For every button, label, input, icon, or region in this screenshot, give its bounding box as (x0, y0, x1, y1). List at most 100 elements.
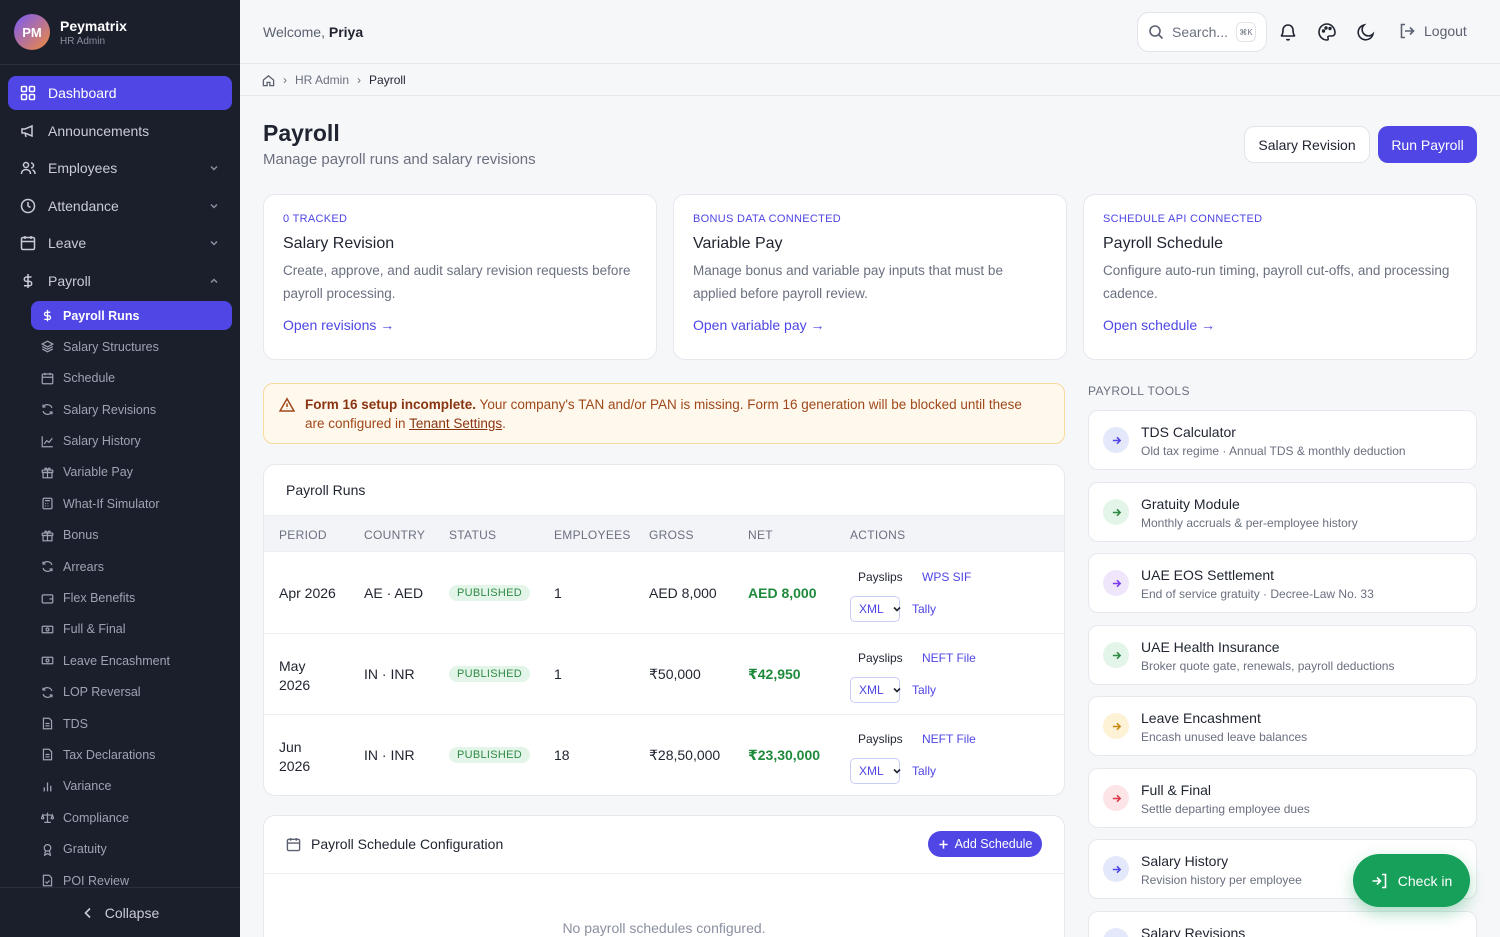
sidebar-item-announcements[interactable]: Announcements (8, 114, 232, 148)
card-tag: SCHEDULE API CONNECTED (1103, 213, 1263, 225)
sidebar-item-leave[interactable]: Leave (8, 226, 232, 260)
column-header: COUNTRY (364, 528, 426, 542)
sidebar-item-salary-structures[interactable]: Salary Structures (31, 332, 232, 361)
tool-card-gratuity-module[interactable]: Gratuity Module Monthly accruals & per-em… (1088, 482, 1477, 542)
table-row[interactable]: May 2026 IN · INR PUBLISHED 1 ₹50,000 ₹4… (264, 634, 1064, 715)
alert-end: . (502, 416, 506, 431)
tool-card-salary-revisions[interactable]: Salary Revisions (1088, 911, 1477, 937)
tool-card-full-final[interactable]: Full & Final Settle departing employee du… (1088, 768, 1477, 828)
export-format-select[interactable]: XML (850, 596, 902, 622)
sidebar-item-label: Compliance (63, 810, 130, 825)
export-format-select[interactable]: XML (850, 677, 902, 703)
sidebar-item-tax-declarations[interactable]: Tax Declarations (31, 740, 232, 769)
country-cell: IN · INR (364, 666, 415, 682)
tool-title: UAE Health Insurance (1141, 639, 1280, 655)
collapse-button[interactable]: Collapse (0, 887, 240, 937)
tool-card-tds-calculator[interactable]: TDS Calculator Old tax regime · Annual TD… (1088, 410, 1477, 470)
tally-link[interactable]: Tally (912, 764, 937, 778)
grid-icon (20, 85, 36, 101)
sidebar-item-label: Schedule (63, 371, 116, 386)
chevron-down-icon (892, 685, 902, 695)
sidebar-item-variable-pay[interactable]: Variable Pay (31, 458, 232, 487)
sidebar-item-label: Gratuity (63, 842, 107, 857)
sidebar-item-label: Flex Benefits (63, 591, 136, 606)
sidebar-item-payroll[interactable]: Payroll (8, 264, 232, 298)
sidebar-item-label: POI Review (63, 873, 129, 888)
export-format-select[interactable]: XML (850, 758, 901, 784)
chevron-down-icon (892, 604, 902, 614)
sidebar-item-dashboard[interactable]: Dashboard (8, 76, 232, 110)
sidebar-item-label: Bonus (63, 528, 99, 543)
tool-card-uae-health-insurance[interactable]: UAE Health Insurance Broker quote gate, r… (1088, 625, 1477, 685)
sidebar-item-tds[interactable]: TDS (31, 709, 232, 738)
bell-icon[interactable] (1278, 22, 1298, 42)
sidebar-item-gratuity[interactable]: Gratuity (31, 835, 232, 864)
gift-icon (41, 466, 54, 479)
wps-sif-link[interactable]: WPS SIF (922, 570, 972, 584)
breadcrumb-hr-admin[interactable]: HR Admin (295, 73, 350, 87)
sidebar-item-lop-reversal[interactable]: LOP Reversal (31, 678, 232, 707)
table-title: Payroll Runs (286, 482, 366, 498)
tally-link[interactable]: Tally (912, 683, 937, 697)
net-cell: ₹23,30,000 (748, 747, 821, 763)
sidebar-item-schedule[interactable]: Schedule (31, 364, 232, 393)
tool-card-uae-eos-settlement[interactable]: UAE EOS Settlement End of service gratuit… (1088, 553, 1477, 613)
neft-file-link[interactable]: NEFT File (922, 732, 976, 746)
sidebar-item-what-if-simulator[interactable]: What-If Simulator (31, 489, 232, 518)
file-icon (41, 717, 54, 730)
sidebar-item-label: Salary History (63, 434, 141, 449)
run-payroll-button[interactable]: Run Payroll (1378, 126, 1477, 163)
sidebar-item-employees[interactable]: Employees (8, 151, 232, 185)
sidebar-item-leave-encashment[interactable]: Leave Encashment (31, 646, 232, 675)
moon-icon[interactable] (1356, 22, 1376, 42)
payslips-link[interactable]: Payslips (858, 570, 903, 584)
arrow-right-icon (1103, 856, 1129, 882)
sidebar-item-bonus[interactable]: Bonus (31, 521, 232, 550)
home-icon[interactable] (262, 74, 275, 87)
file-icon (41, 748, 54, 761)
logout-button[interactable]: Logout (1398, 22, 1467, 40)
tool-card-leave-encashment[interactable]: Leave Encashment Encash unused leave bala… (1088, 696, 1477, 756)
wallet-icon (41, 592, 54, 605)
search-input[interactable]: Search... ⌘K (1137, 12, 1267, 52)
check-in-button[interactable]: Check in (1353, 854, 1470, 907)
table-row[interactable]: Apr 2026 AE · AED PUBLISHED 1 AED 8,000 … (264, 553, 1064, 634)
sidebar-item-label: Leave Encashment (63, 653, 171, 668)
feature-card-payroll-schedule: SCHEDULE API CONNECTED Payroll Schedule … (1083, 194, 1477, 360)
sidebar-item-salary-revisions[interactable]: Salary Revisions (31, 395, 232, 424)
status-badge: PUBLISHED (449, 585, 531, 601)
sidebar-item-payroll-runs[interactable]: Payroll Runs (31, 301, 232, 330)
tally-link[interactable]: Tally (912, 602, 937, 616)
chevron-down-icon (208, 162, 220, 174)
tenant-settings-link[interactable]: Tenant Settings (409, 416, 503, 431)
sidebar-item-label: Tax Declarations (63, 747, 156, 762)
brand[interactable]: PM Peymatrix HR Admin (14, 14, 127, 50)
sidebar-item-flex-benefits[interactable]: Flex Benefits (31, 584, 232, 613)
tool-title: Full & Final (1141, 782, 1212, 798)
salary-revision-button[interactable]: Salary Revision (1244, 126, 1370, 163)
feature-card-salary-revision: 0 TRACKED Salary Revision Create, approv… (263, 194, 657, 360)
add-schedule-button[interactable]: Add Schedule (928, 831, 1042, 857)
tool-description: Monthly accruals & per-employee history (1141, 516, 1358, 530)
refresh-icon (41, 686, 54, 699)
chevron-up-icon (208, 275, 220, 287)
file-check-icon (41, 874, 54, 887)
column-header: ACTIONS (850, 528, 906, 542)
neft-file-link[interactable]: NEFT File (922, 651, 976, 665)
bar-chart-icon (41, 780, 54, 793)
sidebar-item-attendance[interactable]: Attendance (8, 189, 232, 223)
open-schedule-link[interactable]: Open schedule → (1103, 317, 1216, 333)
palette-icon[interactable] (1317, 22, 1337, 42)
table-row[interactable]: Jun 2026 IN · INR PUBLISHED 18 ₹28,50,00… (264, 715, 1064, 795)
column-header: EMPLOYEES (554, 528, 631, 542)
sidebar-item-variance[interactable]: Variance (31, 772, 232, 801)
sidebar-item-arrears[interactable]: Arrears (31, 552, 232, 581)
sidebar-item-compliance[interactable]: Compliance (31, 803, 232, 832)
payslips-link[interactable]: Payslips (858, 732, 903, 746)
open-revisions-link[interactable]: Open revisions → (283, 317, 395, 333)
sidebar-item-poi-review[interactable]: POI Review (31, 866, 232, 895)
open-variable-pay-link[interactable]: Open variable pay → (693, 317, 825, 333)
sidebar-item-full-final[interactable]: Full & Final (31, 615, 232, 644)
sidebar-item-salary-history[interactable]: Salary History (31, 427, 232, 456)
payslips-link[interactable]: Payslips (858, 651, 903, 665)
